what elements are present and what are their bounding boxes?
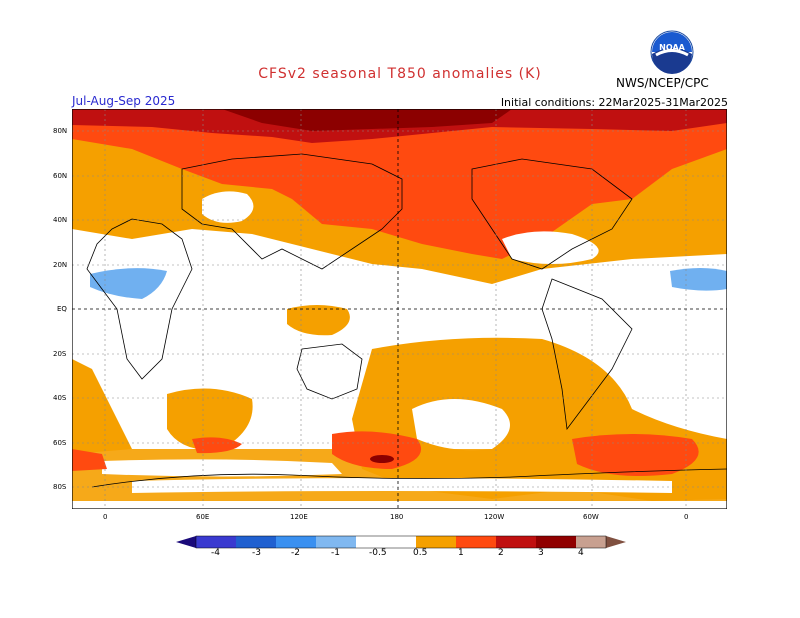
lat-label-40s: 40S (53, 394, 67, 402)
lat-label-80s: 80S (53, 483, 67, 491)
warm-region-maritime (287, 305, 350, 336)
lon-label-0-east: 0 (684, 513, 689, 521)
agency-label: NWS/NCEP/CPC (616, 76, 709, 90)
grid-lines (72, 109, 727, 509)
neutral-antarctic-coast (132, 478, 672, 493)
lon-label-120e: 120E (290, 513, 308, 521)
colorbar-bin-2 (236, 536, 276, 548)
colorbar-bin-3 (276, 536, 316, 548)
colorbar-bin-5 (356, 536, 396, 548)
lat-label-60s: 60S (53, 439, 67, 447)
lat-label-80n: 80N (53, 127, 68, 135)
lat-label-40n: 40N (53, 216, 68, 224)
warm-region-south-strong-3 (72, 449, 107, 471)
neutral-region-south-pacific (412, 399, 510, 451)
lon-label-0-west: 0 (103, 513, 108, 521)
colorbar-arrow-left (176, 536, 196, 548)
anomaly-map (72, 109, 727, 509)
coastlines (86, 153, 727, 488)
colorbar-bin-7 (416, 536, 456, 548)
warm-region-south-atlantic (72, 359, 132, 454)
colorbar-label-m2: -2 (291, 548, 300, 558)
initial-conditions-label: Initial conditions: 22Mar2025-31Mar2025 (500, 96, 728, 109)
colorbar-label-p3: 3 (538, 548, 544, 558)
colorbar-label-p1: 1 (458, 548, 464, 558)
lon-label-120w: 120W (484, 513, 505, 521)
colorbar-label-p4: 4 (578, 548, 584, 558)
colorbar-bin-10 (536, 536, 576, 548)
warm-region-south-strong-2 (572, 434, 699, 477)
lat-label-eq: EQ (57, 305, 67, 313)
colorbar-arrow-right (606, 536, 626, 548)
logo-text: NOAA (659, 43, 685, 52)
season-label: Jul-Aug-Sep 2025 (72, 94, 176, 108)
warm-region-south-peak (370, 455, 394, 463)
colorbar-bin-8 (456, 536, 496, 548)
lat-label-20s: 20S (53, 350, 67, 358)
neutral-region-north-america (502, 231, 599, 264)
colorbar-bin-4 (316, 536, 356, 548)
warm-region-south-indian (167, 388, 253, 450)
colorbar-bin-1 (196, 536, 236, 548)
warm-region-south-strong-4 (192, 437, 242, 454)
lat-label-60n: 60N (53, 172, 68, 180)
neutral-southern-ocean (102, 459, 342, 477)
noaa-logo-icon: NOAA (650, 30, 694, 74)
neutral-region-asia (202, 191, 254, 223)
cool-region-atlantic (670, 268, 727, 291)
lon-label-60w: 60W (583, 513, 599, 521)
colorbar (176, 535, 626, 549)
colorbar-label-m1: -1 (331, 548, 340, 558)
lat-label-20n: 20N (53, 261, 68, 269)
lon-label-60e: 60E (196, 513, 210, 521)
colorbar-label-m3: -3 (252, 548, 261, 558)
warm-region-north-strong (72, 109, 727, 259)
colorbar-bin-9 (496, 536, 536, 548)
lon-label-180: 180 (390, 513, 404, 521)
colorbar-label-p2: 2 (498, 548, 504, 558)
colorbar-label-m4: -4 (211, 548, 220, 558)
colorbar-label-p05: 0.5 (413, 548, 428, 558)
warm-region-arctic-extreme (222, 109, 512, 131)
colorbar-label-m05: -0.5 (369, 548, 387, 558)
cool-region-africa (90, 268, 167, 299)
chart-title: CFSv2 seasonal T850 anomalies (K) (258, 66, 542, 82)
colorbar-bin-11 (576, 536, 606, 548)
warm-region-south-strong-1 (332, 431, 422, 469)
